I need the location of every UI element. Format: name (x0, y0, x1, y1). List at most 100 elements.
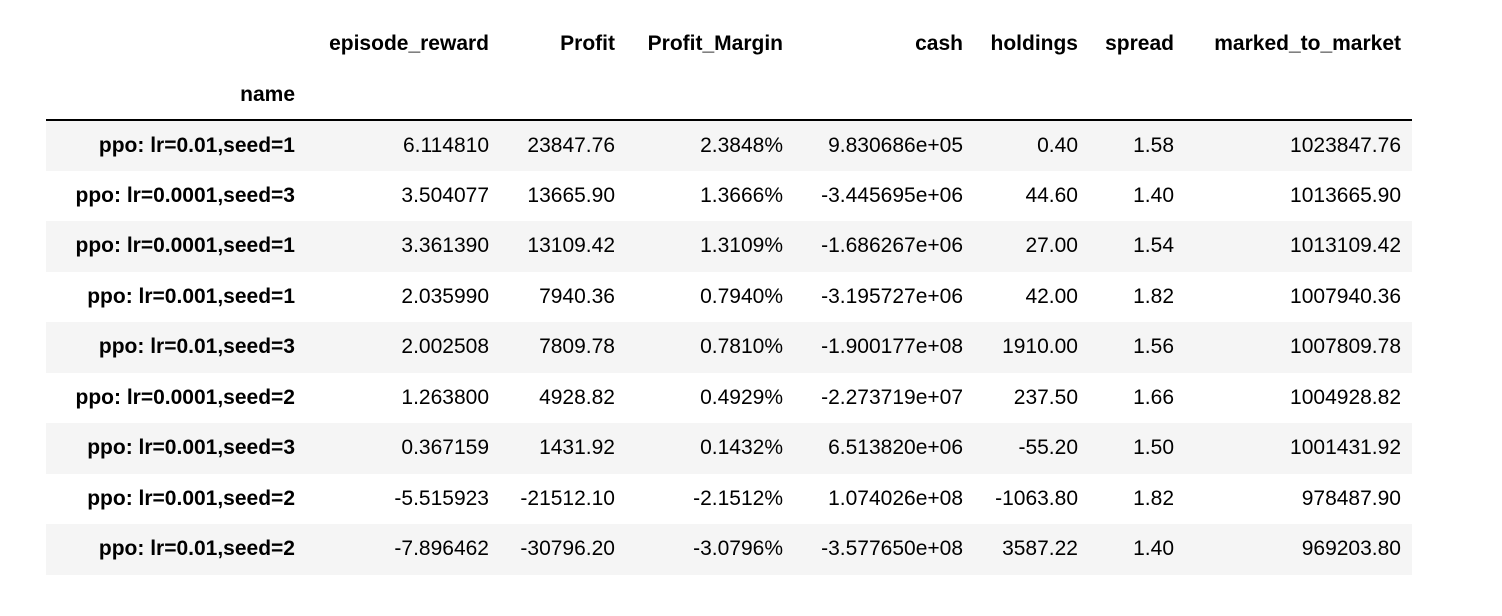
table-cell: -1.900177e+08 (821, 335, 963, 359)
table-cell: -3.195727e+06 (821, 284, 963, 308)
column-header-profit: Profit (560, 32, 615, 55)
table-cell: 6.114810 (402, 133, 489, 157)
row-index-label: ppo: lr=0.01,seed=2 (98, 537, 295, 561)
empty-header-cell (1185, 70, 1412, 121)
table-cell: 9.830686e+05 (828, 133, 963, 157)
table-cell: 2.002508 (401, 335, 489, 359)
empty-header-cell (500, 70, 626, 121)
table-cell: 237.50 (1013, 385, 1078, 409)
table-cell: -1.686267e+06 (821, 234, 963, 258)
row-index-label: ppo: lr=0.001,seed=2 (87, 486, 295, 510)
column-header-episode-reward: episode_reward (329, 32, 489, 55)
column-header-profit-margin: Profit_Margin (647, 32, 783, 55)
table-row: ppo: lr=0.0001,seed=1 3.361390 13109.42 1.3… (46, 221, 1412, 272)
column-header-marked-to-market: marked_to_market (1214, 32, 1401, 55)
table-cell: 969203.80 (1301, 537, 1401, 561)
index-header-row: name (46, 70, 1412, 121)
table-cell: 1.3666% (700, 183, 783, 207)
row-index-label: ppo: lr=0.001,seed=3 (87, 436, 295, 460)
table-cell: 13665.90 (527, 183, 615, 207)
table-cell: 3.504077 (401, 183, 489, 207)
table-cell: -21512.10 (520, 486, 615, 510)
table-row: ppo: lr=0.01,seed=3 2.002508 7809.78 0.7810… (46, 322, 1412, 373)
table-cell: -2.273719e+07 (821, 385, 963, 409)
table-cell: 27.00 (1025, 234, 1078, 258)
index-name-header: name (46, 70, 306, 121)
table-cell: 0.367159 (401, 436, 489, 460)
column-header-row: episode_reward Profit Profit_Margin cash… (46, 18, 1412, 70)
empty-header-cell (626, 70, 794, 121)
table-cell: 1.66 (1133, 385, 1174, 409)
table-row: ppo: lr=0.01,seed=2 -7.896462 -30796.20 -3.… (46, 524, 1412, 575)
table-cell: 1.40 (1133, 537, 1174, 561)
row-index-label: ppo: lr=0.01,seed=3 (98, 335, 295, 359)
table-cell: 3587.22 (1002, 537, 1078, 561)
row-index-label: ppo: lr=0.01,seed=1 (98, 133, 295, 157)
table-cell: 1431.92 (539, 436, 615, 460)
table-cell: 44.60 (1025, 183, 1078, 207)
table-cell: -3.577650e+08 (821, 537, 963, 561)
table-cell: 1.3109% (700, 234, 783, 258)
table-row: ppo: lr=0.001,seed=2 -5.515923 -21512.10 -2… (46, 474, 1412, 525)
table-cell: 1013109.42 (1290, 234, 1401, 258)
table-header: episode_reward Profit Profit_Margin cash… (46, 18, 1412, 121)
table-cell: 7940.36 (539, 284, 615, 308)
table-row: ppo: lr=0.001,seed=1 2.035990 7940.36 0.794… (46, 272, 1412, 323)
table-cell: 0.7940% (700, 284, 783, 308)
empty-header-cell (794, 70, 974, 121)
table-cell: -7.896462 (394, 537, 489, 561)
column-header-spread: spread (1105, 32, 1174, 55)
table-cell: 42.00 (1025, 284, 1078, 308)
table-cell: 1004928.82 (1290, 385, 1401, 409)
table-cell: 0.1432% (700, 436, 783, 460)
table-cell: 7809.78 (539, 335, 615, 359)
table-cell: 1.56 (1133, 335, 1174, 359)
table-cell: 1.40 (1133, 183, 1174, 207)
table-cell: 1.50 (1133, 436, 1174, 460)
table-cell: -5.515923 (394, 486, 489, 510)
table-cell: 3.361390 (401, 234, 489, 258)
empty-header-cell (1089, 70, 1185, 121)
dataframe-container: episode_reward Profit Profit_Margin cash… (46, 18, 1412, 575)
table-cell: 1007809.78 (1290, 335, 1401, 359)
row-index-label: ppo: lr=0.0001,seed=2 (75, 385, 295, 409)
row-index-label: ppo: lr=0.001,seed=1 (87, 284, 295, 308)
table-cell: -30796.20 (520, 537, 615, 561)
table-cell: 0.7810% (700, 335, 783, 359)
corner-cell (46, 18, 306, 70)
table-cell: 1.58 (1133, 133, 1174, 157)
row-index-label: ppo: lr=0.0001,seed=1 (75, 234, 295, 258)
table-body: ppo: lr=0.01,seed=1 6.114810 23847.76 2.384… (46, 120, 1412, 575)
table-row: ppo: lr=0.001,seed=3 0.367159 1431.92 0.143… (46, 423, 1412, 474)
table-cell: 0.40 (1037, 133, 1078, 157)
table-cell: 2.035990 (401, 284, 489, 308)
empty-header-cell (306, 70, 500, 121)
results-table: episode_reward Profit Profit_Margin cash… (46, 18, 1412, 575)
table-cell: 1.074026e+08 (828, 486, 963, 510)
table-row: ppo: lr=0.0001,seed=3 3.504077 13665.90 1.3… (46, 171, 1412, 222)
table-cell: 0.4929% (700, 385, 783, 409)
column-header-holdings: holdings (990, 32, 1079, 55)
table-cell: 13109.42 (527, 234, 615, 258)
table-cell: -1063.80 (995, 486, 1078, 510)
table-cell: 6.513820e+06 (828, 436, 963, 460)
table-cell: 1.82 (1133, 284, 1174, 308)
table-cell: 1001431.92 (1290, 436, 1401, 460)
table-cell: -3.0796% (693, 537, 783, 561)
table-cell: 978487.90 (1301, 486, 1401, 510)
table-cell: 23847.76 (527, 133, 615, 157)
table-cell: -55.20 (1018, 436, 1078, 460)
table-cell: 1.263800 (401, 385, 489, 409)
table-cell: 1.54 (1133, 234, 1174, 258)
table-cell: 4928.82 (539, 385, 615, 409)
row-index-label: ppo: lr=0.0001,seed=3 (75, 183, 295, 207)
empty-header-cell (974, 70, 1089, 121)
table-cell: -2.1512% (693, 486, 783, 510)
table-row: ppo: lr=0.0001,seed=2 1.263800 4928.82 0.49… (46, 373, 1412, 424)
table-cell: 1.82 (1133, 486, 1174, 510)
table-cell: 1013665.90 (1290, 183, 1401, 207)
table-row: ppo: lr=0.01,seed=1 6.114810 23847.76 2.384… (46, 120, 1412, 171)
column-header-cash: cash (915, 32, 963, 55)
table-cell: 1023847.76 (1290, 133, 1401, 157)
table-cell: 1910.00 (1002, 335, 1078, 359)
